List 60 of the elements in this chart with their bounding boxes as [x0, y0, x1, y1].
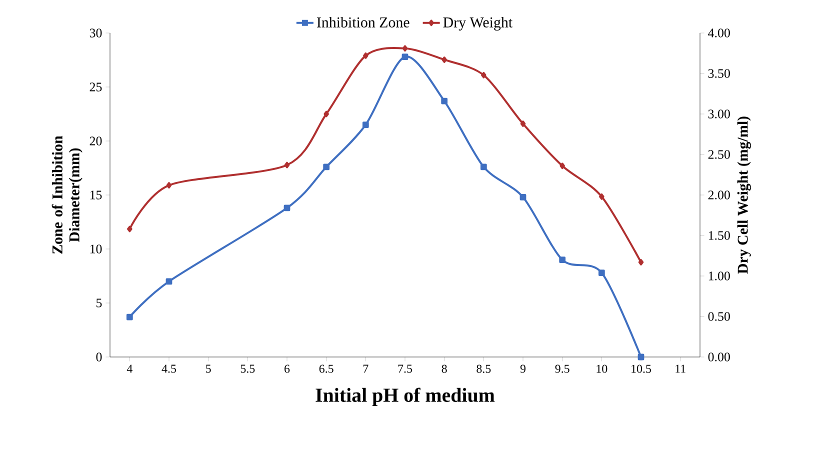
x-tick-label: 8.5 — [476, 364, 491, 373]
point — [520, 194, 526, 200]
x-tick-label: 9.5 — [555, 364, 570, 373]
point — [324, 110, 329, 118]
y-axis-title: Zone of Inhibition Diameter(mm) — [52, 136, 82, 254]
point — [638, 259, 644, 266]
y-tick-label: 5 — [96, 298, 102, 308]
y-tick-label: 15 — [90, 190, 102, 200]
x-tick-label: 5 — [206, 364, 211, 373]
point — [481, 72, 486, 78]
x-tick-label: 6 — [284, 364, 290, 373]
y2-tick-label: 1.00 — [708, 272, 730, 280]
point — [362, 122, 369, 128]
point — [284, 162, 290, 168]
x-tick-label: 6.5 — [319, 364, 334, 373]
point — [560, 162, 565, 170]
legend-label: Dry Weight — [443, 16, 512, 31]
x-tick-label: 10.5 — [632, 364, 652, 373]
x-tick-label: 5.5 — [240, 364, 255, 373]
point — [323, 164, 330, 170]
point — [520, 120, 526, 127]
x-axis-title: Initial pH of medium — [316, 388, 495, 406]
y2-tick-label: 0.50 — [708, 312, 730, 321]
x-tick-label: 9 — [520, 364, 526, 373]
x-tick-label: 11 — [676, 364, 686, 373]
x-tick-label: 7 — [363, 364, 368, 373]
y-tick-label: 25 — [90, 82, 102, 92]
y2-tick-label: 2.00 — [708, 190, 730, 200]
point — [480, 164, 487, 170]
y2-tick-label: 3.00 — [708, 110, 730, 118]
point — [166, 278, 172, 285]
point — [166, 182, 172, 188]
point — [638, 354, 644, 360]
point — [402, 54, 408, 60]
x-tick-label: 4.5 — [162, 364, 176, 373]
x-tick-label: 10 — [596, 364, 608, 373]
point — [598, 270, 605, 276]
x-tick-label: 4 — [126, 364, 132, 373]
x-tick-label: 7.5 — [398, 364, 412, 373]
point — [441, 98, 448, 104]
y2-tick-label: 2.50 — [708, 150, 730, 159]
x-tick-label: 8 — [442, 364, 447, 373]
point — [363, 52, 368, 59]
legend-label: Inhibition Zone — [316, 16, 410, 28]
point — [284, 204, 290, 212]
point — [442, 56, 447, 63]
point — [126, 314, 133, 320]
point — [402, 45, 408, 52]
point — [127, 226, 132, 232]
y2-tick-label: 0.00 — [708, 352, 730, 362]
y-tick-label: 0 — [96, 352, 102, 362]
y-tick-label: 20 — [90, 136, 102, 146]
y2-axis-title: Dry Cell Weight (mg/ml) — [737, 116, 751, 274]
point — [599, 193, 604, 200]
y-tick-label: 30 — [90, 28, 102, 38]
y2-tick-label: 4.00 — [708, 28, 730, 38]
point — [559, 256, 566, 263]
y2-tick-label: 1.50 — [708, 231, 730, 240]
y2-tick-label: 3.50 — [708, 69, 730, 78]
y-tick-label: 10 — [90, 244, 102, 254]
